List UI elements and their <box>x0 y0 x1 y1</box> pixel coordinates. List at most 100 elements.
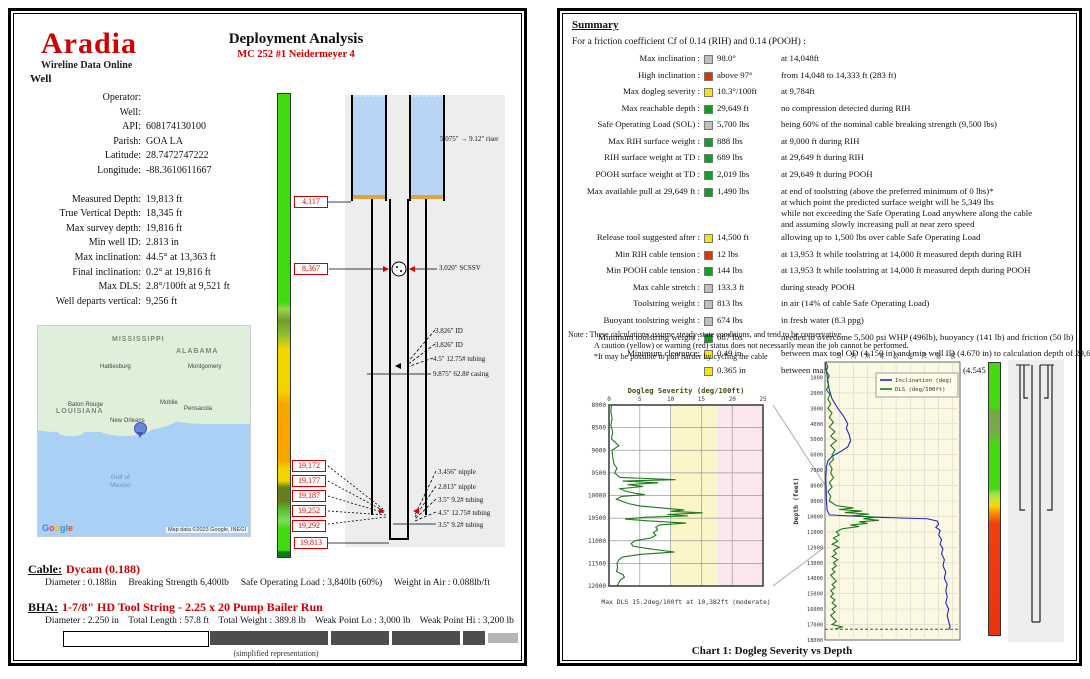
depth-marker: 8,367 <box>294 263 328 275</box>
summary-label: Max dogleg severity : <box>623 86 700 97</box>
svg-text:11500: 11500 <box>588 560 606 567</box>
summary-row: Min RIH cable tension : 12 lbs at 13,953 f… <box>566 249 1074 263</box>
casing-wall <box>443 95 445 201</box>
well-info-label: Latitude: <box>104 150 141 162</box>
summary-value: 813 lbs <box>717 298 743 309</box>
summary-row: Max cable stretch : 133.3 ft during steady… <box>566 282 1074 296</box>
well-info-label: Operator: <box>102 92 141 103</box>
summary-table: Max inclination : 98.0° at 14,048ft High in… <box>566 53 1090 381</box>
summary-status-swatch-cell <box>704 365 717 379</box>
status-swatch-yellow <box>704 234 713 244</box>
summary-description: no compression detected during RIH <box>781 102 911 113</box>
summary-label: Release tool suggested after : <box>596 232 700 243</box>
summary-value: 144 lbs <box>717 265 743 276</box>
map-city-label: Baton Rouge <box>68 402 104 408</box>
well-info-value: 0.2° at 19,816 ft <box>146 266 211 278</box>
component-label: 3.826" ID <box>435 341 463 349</box>
svg-text:15: 15 <box>698 396 706 403</box>
well-info-row: Max survey depth: 19,816 ft <box>19 222 279 237</box>
toolstring-segment <box>210 631 328 645</box>
svg-text:10000: 10000 <box>588 493 606 500</box>
well-info-label: Max inclination: <box>74 251 141 263</box>
summary-label: POOH surface weight at TD : <box>595 169 700 180</box>
casing-wall <box>409 95 411 201</box>
summary-value: 10.3°/100ft <box>717 86 757 97</box>
status-swatch-green <box>704 333 713 343</box>
legend-entry: DLS (deg/100ft) <box>895 387 946 393</box>
summary-description: at 9,000 ft during RIH <box>781 135 860 146</box>
svg-text:Depth (feet): Depth (feet) <box>792 478 800 525</box>
well-info-label: Well departs vertical: <box>55 295 141 307</box>
map-islet <box>58 426 84 436</box>
well-info-value: -88.3610611667 <box>146 164 212 176</box>
status-swatch-gray <box>704 283 713 293</box>
status-swatch-yellow <box>704 366 713 376</box>
svg-text:20: 20 <box>729 396 737 403</box>
summary-description: allowing up to 1,500 lbs over cable Safe… <box>781 232 981 243</box>
cable-specs: Diameter : 0.188in Breaking Strength 6,4… <box>45 578 490 588</box>
summary-status-swatch-cell <box>704 169 717 183</box>
summary-label: Max cable stretch : <box>632 281 700 292</box>
svg-text:50: 50 <box>894 352 900 359</box>
depth-marker: 19,813 <box>294 537 328 549</box>
svg-text:80: 80 <box>937 352 943 359</box>
depth-marker: 19,292 <box>292 520 326 532</box>
well-info-label: Measured Depth: <box>71 193 141 205</box>
svg-text:8000: 8000 <box>810 484 823 490</box>
well-info-value: 18,345 ft <box>146 208 183 220</box>
casing-wall <box>351 95 353 201</box>
summary-status-swatch-cell <box>704 136 717 150</box>
summary-description: being 60% of the nominal cable breaking … <box>781 119 997 130</box>
map-state-label: LOUISIANA <box>56 408 104 415</box>
well-info-value: GOA LA <box>146 135 183 147</box>
google-logo[interactable]: Google <box>42 523 74 533</box>
svg-text:7000: 7000 <box>810 468 823 474</box>
mini-well-schematic <box>1016 364 1054 623</box>
svg-text:Dogleg Severity (deg/100ft): Dogleg Severity (deg/100ft) <box>628 386 745 395</box>
svg-text:20: 20 <box>851 352 857 359</box>
svg-text:9000: 9000 <box>592 447 607 454</box>
component-label: 5.075" → 9.12" riser <box>440 135 499 143</box>
summary-value: 1,490 lbs <box>717 185 750 196</box>
cable-name: Dycam (0.188) <box>66 562 140 576</box>
summary-label: Max available pull at 29,649 ft : <box>586 185 700 196</box>
map-city-label: Mobile <box>160 400 178 406</box>
depth-marker: 4,117 <box>294 196 328 208</box>
summary-row: Max RIH surface weight : 888 lbs at 9,000 … <box>566 136 1074 150</box>
summary-description: during steady POOH <box>781 281 855 292</box>
summary-label <box>566 365 704 379</box>
location-map[interactable]: MISSISSIPPI ALABAMA LOUISIANA New Orleans Mo… <box>37 325 251 537</box>
svg-text:5: 5 <box>638 396 642 403</box>
summary-value: 2,019 lbs <box>717 169 750 180</box>
well-location-pin <box>134 422 147 438</box>
svg-text:30: 30 <box>866 352 872 359</box>
well-info-value: 608174130100 <box>146 121 206 133</box>
component-label: 3.5" 9.2# tubing <box>438 496 484 504</box>
summary-description: between max tool OD (4.150 in) and min w… <box>781 348 1090 359</box>
depth-marker: 19,187 <box>292 490 326 502</box>
bha-section-heading: BHA: 1-7/8" HD Tool String - 2.25 x 20 P… <box>28 598 323 616</box>
depth-marker: 19,172 <box>292 460 326 472</box>
status-swatch-gray <box>704 317 713 327</box>
component-label: 4.5" 12.75# tubing <box>433 355 486 363</box>
map-city-label: New Orleans <box>110 418 145 424</box>
well-info-row: Max inclination: 44.5° at 13,363 ft <box>19 251 279 266</box>
status-swatch-green <box>704 171 713 181</box>
summary-row: Minimum clearance: 0.49 in between max too… <box>566 348 1090 362</box>
cable-heading: Cable: <box>28 562 62 576</box>
summary-status-swatch-cell <box>704 86 717 100</box>
well-info-label: Parish: <box>113 135 141 147</box>
summary-row: RIH surface weight at TD : 689 lbs at 29,6… <box>566 152 1074 166</box>
well-info-label: Min well ID: <box>88 237 141 249</box>
brand-tagline: Wireline Data Online <box>41 60 133 71</box>
well-info-value: 19,813 ft <box>146 193 183 205</box>
summary-status-swatch-cell <box>704 298 717 312</box>
map-land-coast-east <box>158 398 250 424</box>
well-info-row: Operator: <box>19 91 279 106</box>
summary-status-swatch-cell <box>704 53 717 67</box>
depth-overview-chart: 10 20 30 40 50 60 70 80 90 1000 2000 3000 4000 5000 60… <box>790 349 980 659</box>
status-swatch-yellow <box>704 350 713 360</box>
summary-value: 0.49 in <box>717 348 742 359</box>
document-title-block: Deployment Analysis MC 252 #1 Neidermeye… <box>171 31 421 60</box>
summary-status-swatch-cell <box>704 186 717 230</box>
